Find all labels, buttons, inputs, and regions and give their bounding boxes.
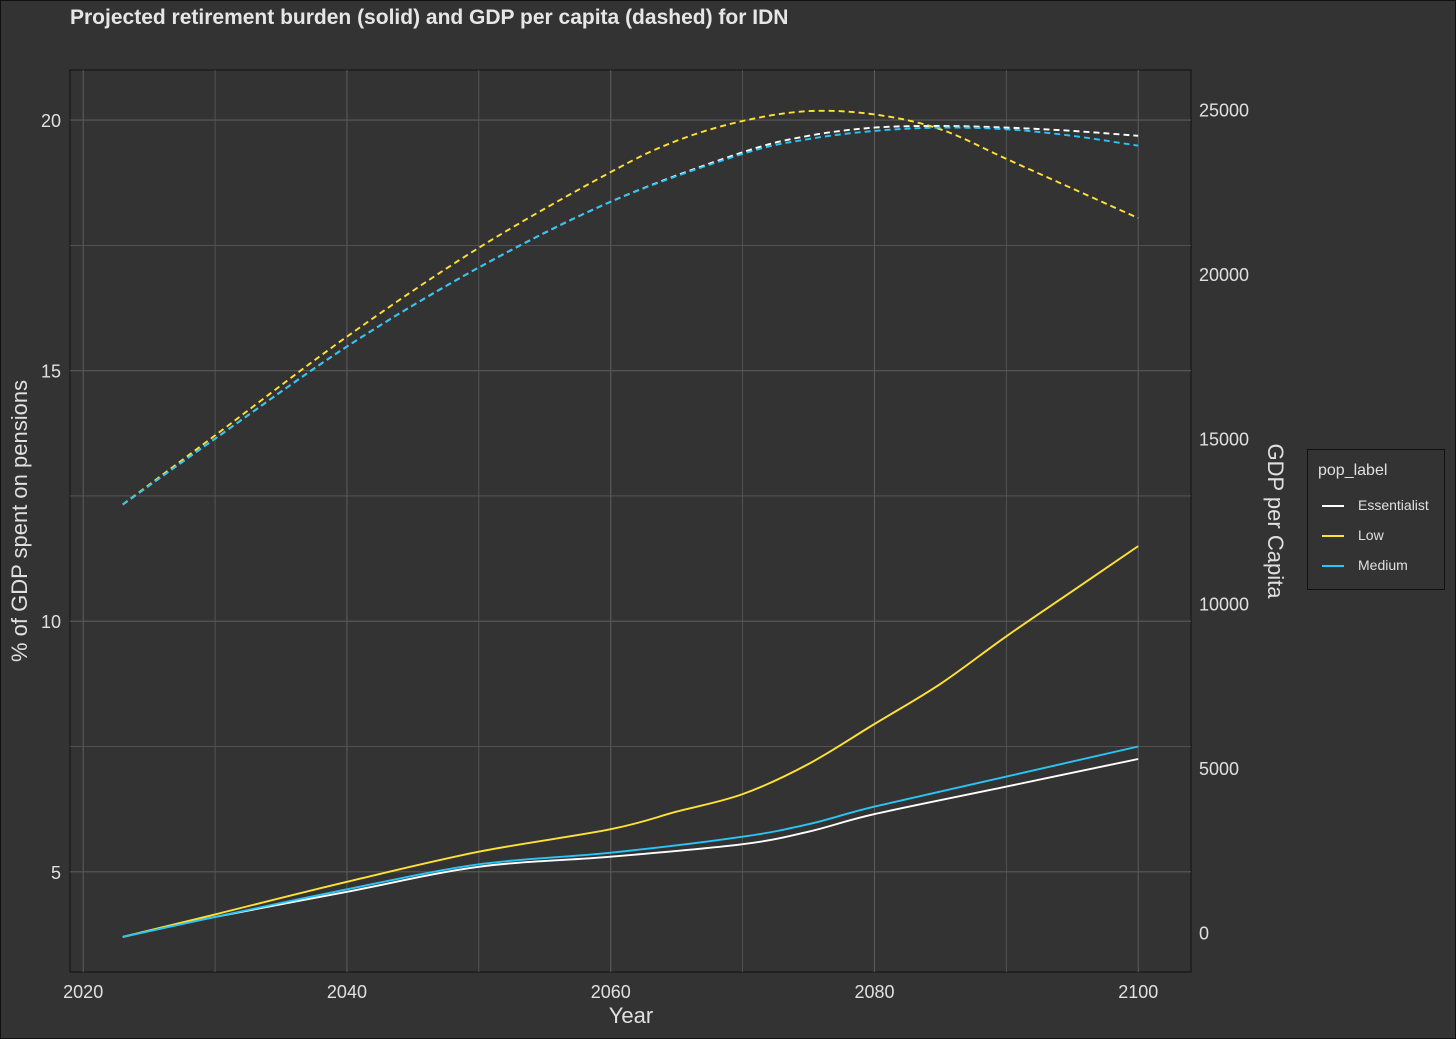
x-tick-label: 2040	[327, 982, 367, 1002]
y-right-tick-label: 5000	[1199, 759, 1239, 779]
y-right-tick-label: 25000	[1199, 101, 1249, 121]
y-left-tick-label: 5	[51, 863, 61, 883]
grid-major	[70, 70, 1191, 972]
y-left-axis-label: % of GDP spent on pensions	[7, 380, 32, 662]
legend-item-medium: Medium	[1318, 556, 1444, 576]
legend-title: pop_label	[1318, 462, 1388, 479]
x-axis-ticks: 2020 2040 2060 2080 2100	[63, 982, 1158, 1002]
x-tick-label: 2020	[63, 982, 103, 1002]
legend-label: Medium	[1358, 557, 1408, 573]
legend-item-essentialist: Essentialist	[1318, 496, 1444, 516]
y-right-axis-label: GDP per Capita	[1263, 444, 1288, 600]
y-right-tick-label: 20000	[1199, 265, 1249, 285]
legend-label: Low	[1358, 527, 1384, 543]
series-line-medium-pension-solid	[122, 745, 1139, 938]
grid-minor	[70, 70, 1191, 972]
plot-panel	[69, 69, 1192, 973]
series-line-medium-gdp-dashed	[122, 126, 1139, 506]
series-line-essentialist-pension-solid	[122, 758, 1139, 938]
y-left-tick-label: 15	[41, 362, 61, 382]
x-tick-label: 2080	[854, 982, 894, 1002]
legend-key-medium	[1322, 565, 1344, 567]
x-tick-label: 2060	[591, 982, 631, 1002]
series-layer	[122, 109, 1139, 938]
series-line-low-gdp-dashed	[122, 109, 1139, 506]
x-axis-label: Year	[609, 1003, 653, 1028]
y-right-tick-label: 10000	[1199, 594, 1249, 614]
y-right-tick-label: 15000	[1199, 430, 1249, 450]
x-tick-label: 2100	[1118, 982, 1158, 1002]
y-left-axis-ticks: 5 10 15 20	[41, 111, 61, 883]
y-left-tick-label: 10	[41, 612, 61, 632]
y-right-axis-ticks: 0 5000 10000 15000 20000 25000	[1199, 101, 1249, 944]
legend-item-low: Low	[1318, 526, 1444, 546]
y-right-tick-label: 0	[1199, 923, 1209, 943]
legend-key-essentialist	[1322, 505, 1344, 507]
y-left-tick-label: 20	[41, 111, 61, 131]
legend: pop_label Essentialist Low Medium	[1307, 449, 1445, 590]
legend-label: Essentialist	[1358, 497, 1429, 513]
legend-key-low	[1322, 535, 1344, 537]
series-line-low-pension-solid	[122, 545, 1139, 938]
chart-title: Projected retirement burden (solid) and …	[70, 6, 789, 29]
